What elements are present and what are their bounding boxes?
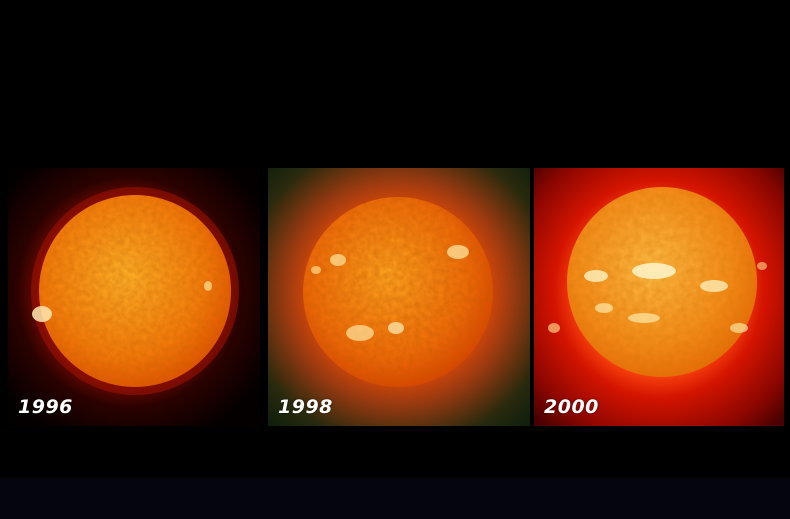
sun-panel-2000: 2000	[534, 168, 784, 426]
sun-image-1998	[268, 168, 530, 426]
sun-panel-1996: 1996	[8, 168, 260, 426]
sun-image-2000	[534, 168, 784, 426]
bottom-band	[0, 478, 790, 519]
sun-panel-1998: 1998	[268, 168, 530, 426]
year-label-1996: 1996	[18, 396, 73, 418]
year-label-2000: 2000	[544, 396, 599, 418]
year-label-1998: 1998	[278, 396, 333, 418]
sun-image-1996	[8, 168, 260, 426]
